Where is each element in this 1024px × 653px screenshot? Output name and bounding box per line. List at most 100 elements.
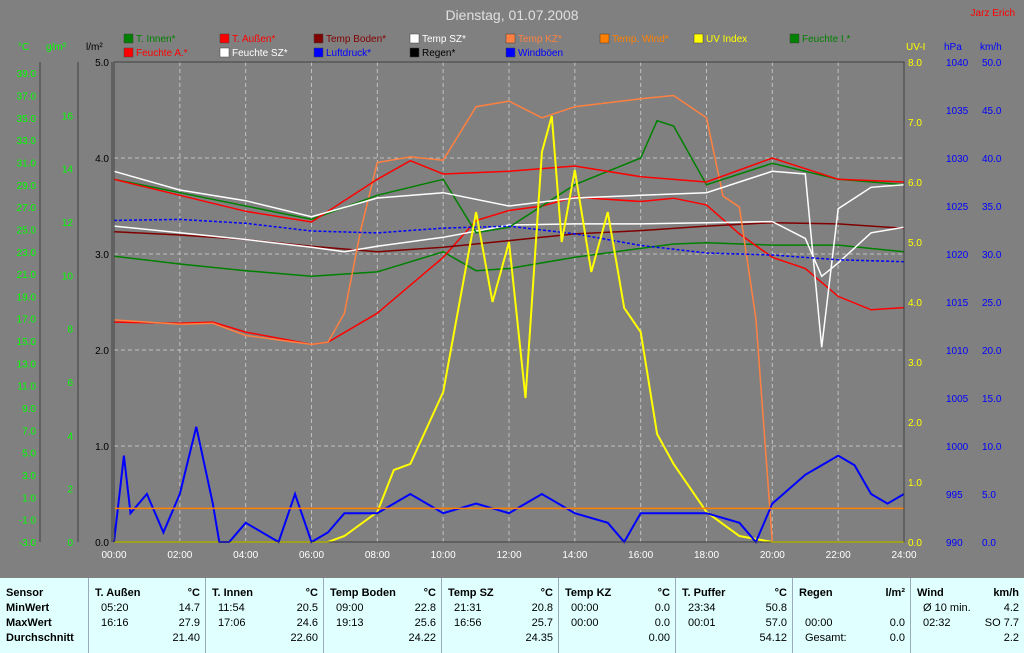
press-tick-label: 1040 [946,58,969,69]
stats-cell-value: °C [774,587,787,599]
stats-cell-value: 22.60 [290,632,318,644]
hum-tick-label: 2 [67,485,73,496]
temp-tick-label: 21.0 [17,270,37,281]
stats-cell-value: 22.8 [414,602,436,614]
x-tick-label: 10:00 [431,550,456,561]
legend-label: Feuchte I.* [802,34,850,45]
legend-label: Feuchte A.* [136,48,188,59]
stats-row: 17:06 24.6 [212,616,318,631]
x-tick-label: 20:00 [760,550,785,561]
stats-cell-value: 0.00 [648,632,670,644]
stats-row: 05:20 14.7 [95,601,200,616]
temp-tick-label: 25.0 [17,225,37,236]
chart-title: Dienstag, 01.07.2008 [445,7,578,23]
uv-tick-label: 7.0 [908,118,922,129]
press-tick-label: 1030 [946,154,969,165]
stats-cell-value: °C [657,587,670,599]
stats-row: 16:16 27.9 [95,616,200,631]
rain-tick-label: 1.0 [95,442,109,453]
stats-row: 09:00 22.8 [330,601,436,616]
hum-tick-label: 6 [67,378,73,389]
rain-tick-label: 5.0 [95,58,109,69]
legend-swatch [123,47,134,58]
stats-label-column: Sensor MinWert MaxWert Durchschnitt [0,578,88,653]
hum-tick-label: 14 [62,165,74,176]
hum-tick-label: 8 [67,325,73,336]
stats-cell-value: 25.6 [414,617,436,629]
stats-row: Wind km/h [917,586,1019,601]
hum-tick-label: 12 [62,218,74,229]
stats-row: 24.22 [330,631,436,646]
stats-row: 0.00 [565,631,670,646]
legend-swatch [505,47,516,58]
stats-cell-label: T. Puffer [682,587,726,599]
series-line [113,157,905,223]
x-tick-label: 04:00 [233,550,258,561]
x-tick-label: 12:00 [496,550,521,561]
wind-tick-label: 50.0 [982,58,1002,69]
hum-tick-label: 0 [67,538,73,549]
rain-tick-label: 2.0 [95,346,109,357]
wind-tick-label: 25.0 [982,298,1002,309]
legend-swatch [599,33,610,44]
legend-swatch [219,33,230,44]
stats-cell-label: 16:16 [101,617,129,629]
stats-cell-value: km/h [993,587,1019,599]
rain-axis-unit: l/m² [86,42,103,53]
wind-tick-label: 20.0 [982,346,1002,357]
press-tick-label: 1010 [946,346,969,357]
series-line [113,242,905,278]
press-tick-label: 1005 [946,394,969,405]
series-line [113,94,774,543]
legend-label: Luftdruck* [326,48,371,59]
temp-tick-label: 23.0 [17,248,37,259]
temp-tick-label: 7.0 [22,426,36,437]
stats-cell-label: T. Außen [95,587,141,599]
temp-tick-label: 3.0 [22,471,36,482]
stats-row: 54.12 [682,631,787,646]
press-axis-unit: hPa [944,42,962,53]
stats-row: T. Innen °C [212,586,318,601]
stats-cell-value: °C [187,587,200,599]
series-layer [113,94,905,544]
hum-tick-label: 16 [62,111,74,122]
temp-tick-label: -1.0 [19,516,37,527]
press-tick-label: 1000 [946,442,969,453]
x-tick-label: 08:00 [365,550,390,561]
stats-cell-label: 00:00 [571,602,599,614]
x-tick-label: 06:00 [299,550,324,561]
rain-tick-label: 0.0 [95,538,109,549]
series-line [113,220,905,278]
series-line [113,218,905,263]
stats-cell-value: 21.40 [172,632,200,644]
wind-tick-label: 5.0 [982,490,996,501]
uv-tick-label: 6.0 [908,178,922,189]
x-tick-label: 00:00 [101,550,126,561]
temp-tick-label: 13.0 [17,359,37,370]
temp-tick-label: 29.0 [17,181,37,192]
temp-tick-label: 1.0 [22,493,36,504]
stats-cell-value: 50.8 [765,602,787,614]
legend-label: T. Außen* [232,34,275,45]
stats-column: Wind km/h Ø 10 min. 4.2 02:32 SO 7.7 2.2 [910,578,1024,653]
x-tick-label: 24:00 [891,550,916,561]
stats-cell-value: 20.5 [296,602,318,614]
stats-row: Ø 10 min. 4.2 [917,601,1019,616]
stats-cell-label: 00:01 [688,617,716,629]
stats-cell-value: 27.9 [178,617,200,629]
stats-row: Temp KZ °C [565,586,670,601]
wind-axis-unit: km/h [980,42,1002,53]
temp-tick-label: 27.0 [17,203,37,214]
temp-tick-label: 31.0 [17,158,37,169]
press-tick-label: 1015 [946,298,969,309]
stats-column: T. Puffer °C 23:34 50.8 00:01 57.0 54.12 [675,578,793,653]
legend: T. Innen* T. Außen* Temp Boden* Temp SZ* Tem… [123,33,850,59]
temp-tick-label: 37.0 [17,91,37,102]
stats-row: Temp SZ °C [448,586,553,601]
stats-cell-value: 2.2 [1003,632,1019,644]
stats-avg-label: Durchschnitt [6,632,74,644]
temp-axis-unit: °C [18,42,29,53]
stats-column: Temp SZ °C 21:31 20.8 16:56 25.7 24.35 [441,578,559,653]
stats-cell-value: 54.12 [759,632,787,644]
chart-background [0,0,1024,578]
